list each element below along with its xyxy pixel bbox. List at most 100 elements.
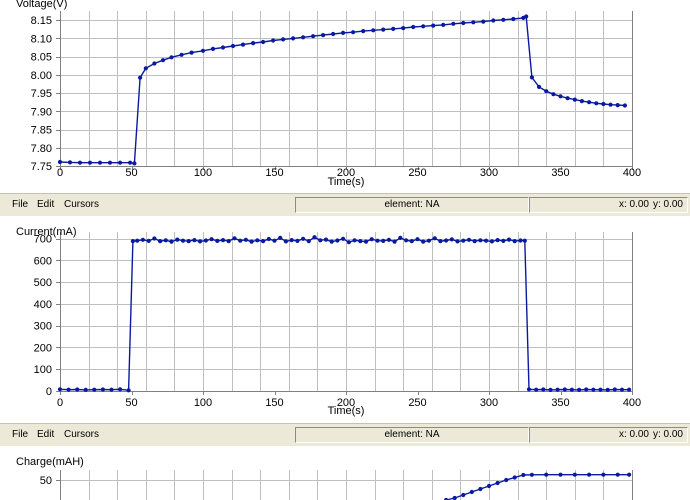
edit-menu[interactable]: Edit bbox=[37, 199, 55, 210]
cursors-menu[interactable]: Cursors bbox=[64, 429, 100, 440]
y-tick-label: 7.80 bbox=[31, 143, 52, 155]
x-axis-title: Time(s) bbox=[328, 176, 365, 188]
data-point bbox=[601, 101, 606, 107]
x-axis-title: Time(s) bbox=[328, 405, 365, 417]
data-point bbox=[444, 238, 449, 243]
data-point bbox=[232, 236, 237, 241]
data-point bbox=[555, 387, 560, 392]
data-point bbox=[363, 239, 369, 244]
x-tick-label: 400 bbox=[623, 167, 641, 179]
data-point bbox=[100, 387, 105, 392]
data-point bbox=[130, 239, 135, 244]
y-axis-title: Voltage(V) bbox=[16, 0, 67, 10]
y-tick-label: 0 bbox=[46, 386, 52, 398]
data-point bbox=[461, 492, 466, 498]
data-point bbox=[484, 238, 489, 243]
data-point bbox=[544, 472, 549, 477]
data-point bbox=[321, 33, 326, 38]
data-point bbox=[352, 238, 357, 243]
data-point bbox=[577, 387, 582, 392]
x-readout: x: 0.00 bbox=[618, 199, 649, 210]
data-point bbox=[261, 39, 266, 45]
data-point bbox=[295, 238, 300, 243]
x-tick-label: 150 bbox=[265, 167, 283, 179]
data-point bbox=[449, 237, 454, 242]
data-point bbox=[489, 239, 494, 244]
data-point bbox=[87, 160, 93, 165]
data-point bbox=[97, 160, 103, 165]
data-point bbox=[548, 387, 553, 392]
data-point bbox=[522, 238, 527, 243]
data-point bbox=[135, 238, 140, 243]
data-point bbox=[329, 239, 334, 244]
data-point bbox=[278, 235, 283, 240]
data-point bbox=[283, 239, 288, 244]
data-point bbox=[306, 239, 311, 244]
data-point bbox=[526, 387, 532, 392]
data-point bbox=[572, 97, 577, 102]
data-point bbox=[409, 239, 414, 244]
data-point bbox=[169, 239, 174, 244]
x-tick-label: 100 bbox=[194, 167, 212, 179]
data-point bbox=[404, 238, 409, 243]
data-point bbox=[469, 489, 474, 495]
x-tick-label: 300 bbox=[480, 167, 498, 179]
cursors-menu[interactable]: Cursors bbox=[64, 199, 100, 210]
data-point bbox=[351, 30, 356, 35]
data-point bbox=[243, 237, 248, 242]
data-point bbox=[152, 61, 157, 66]
data-point bbox=[226, 239, 231, 244]
data-point bbox=[558, 94, 563, 99]
data-point bbox=[534, 387, 539, 392]
data-point bbox=[341, 236, 346, 241]
data-point bbox=[311, 34, 316, 39]
x-tick-label: 300 bbox=[480, 397, 498, 409]
data-point bbox=[444, 497, 449, 500]
data-point bbox=[612, 387, 617, 392]
data-point bbox=[619, 387, 625, 392]
data-point bbox=[66, 387, 71, 392]
y-tick-label: 7.85 bbox=[31, 125, 52, 137]
data-point bbox=[598, 387, 603, 392]
data-point bbox=[146, 238, 151, 243]
data-point bbox=[272, 238, 277, 243]
data-point bbox=[230, 43, 236, 49]
data-point bbox=[381, 27, 386, 32]
x-tick-label: 350 bbox=[551, 397, 569, 409]
file-menu[interactable]: File bbox=[12, 429, 29, 440]
data-point bbox=[341, 30, 346, 35]
data-point bbox=[57, 387, 63, 392]
data-point bbox=[163, 238, 168, 243]
y-tick-label: 8.15 bbox=[31, 15, 52, 27]
data-point bbox=[331, 31, 336, 37]
edit-menu[interactable]: Edit bbox=[37, 429, 55, 440]
y-axis-title: Charge(mAH) bbox=[16, 456, 84, 468]
data-point bbox=[92, 387, 97, 392]
data-point bbox=[312, 235, 317, 240]
data-point bbox=[438, 239, 443, 244]
data-point bbox=[180, 238, 186, 243]
data-point bbox=[441, 22, 446, 27]
data-point bbox=[572, 472, 577, 477]
x-tick-label: 200 bbox=[337, 167, 355, 179]
data-point bbox=[301, 35, 306, 40]
data-point bbox=[83, 387, 88, 392]
data-point bbox=[240, 42, 246, 47]
x-tick-label: 50 bbox=[125, 397, 137, 409]
voltage-chart-toolbar: File Edit Cursors element: NA x: 0.00 y: … bbox=[0, 193, 690, 216]
file-menu[interactable]: File bbox=[12, 199, 29, 210]
data-point bbox=[358, 239, 363, 244]
data-point bbox=[524, 14, 529, 19]
data-point bbox=[289, 238, 294, 243]
data-point bbox=[189, 50, 194, 55]
data-point bbox=[601, 472, 606, 477]
data-point bbox=[291, 36, 296, 41]
data-point bbox=[369, 237, 374, 242]
data-point bbox=[536, 84, 542, 89]
data-point bbox=[175, 237, 180, 242]
data-point bbox=[471, 20, 476, 25]
data-point bbox=[426, 238, 431, 243]
data-point bbox=[421, 239, 426, 244]
y-tick-label: 600 bbox=[34, 255, 52, 267]
x-tick-label: 400 bbox=[623, 397, 641, 409]
